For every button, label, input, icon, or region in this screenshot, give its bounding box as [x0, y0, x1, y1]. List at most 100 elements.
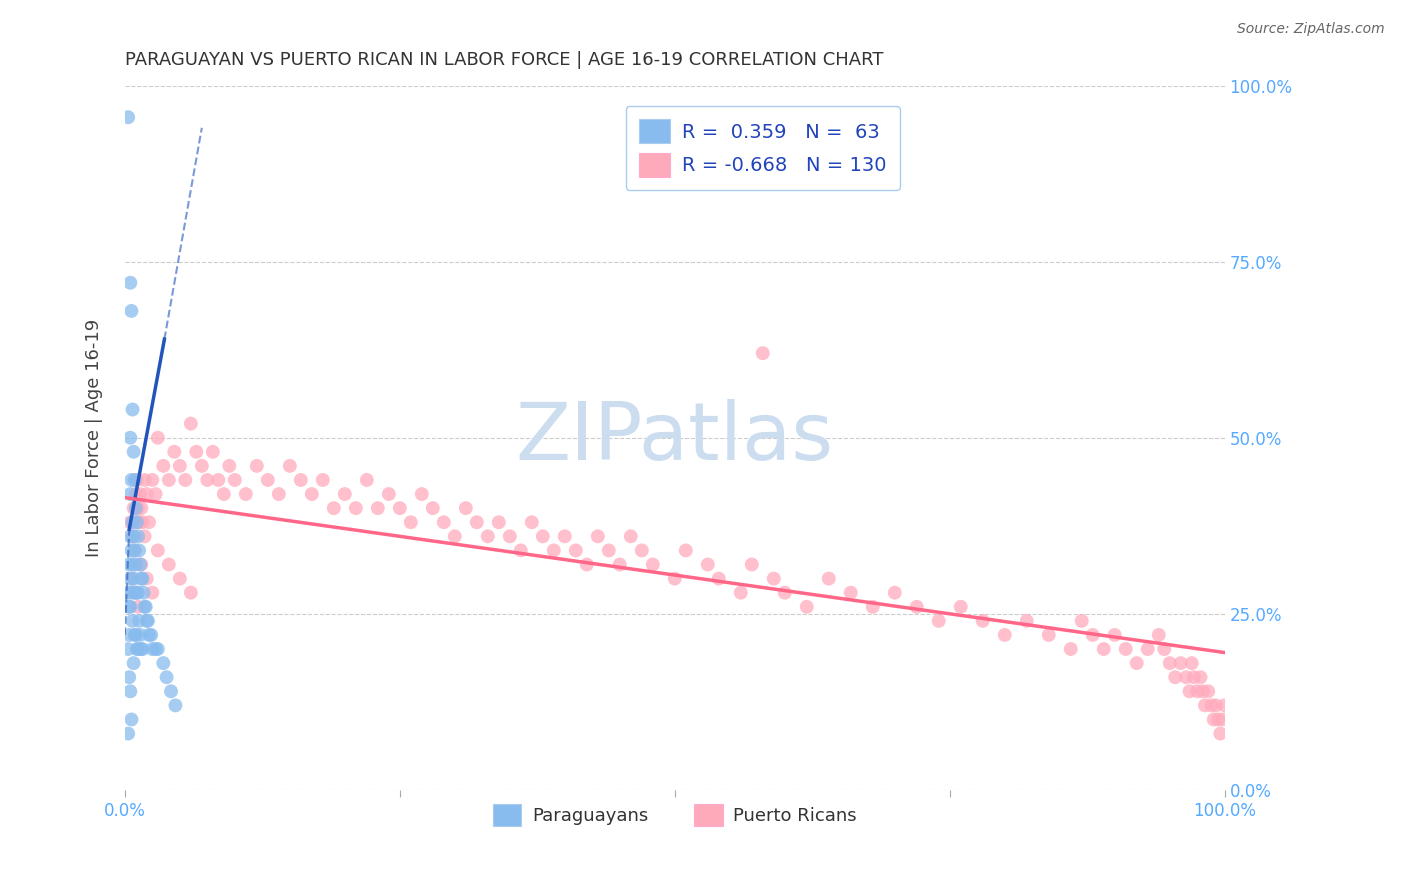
- Point: [465, 515, 488, 529]
- Point: [862, 599, 884, 614]
- Point: [1038, 628, 1060, 642]
- Point: [157, 473, 180, 487]
- Point: [730, 585, 752, 599]
- Point: [1015, 614, 1038, 628]
- Point: [131, 515, 153, 529]
- Point: [125, 628, 148, 642]
- Point: [1104, 628, 1126, 642]
- Point: [246, 458, 269, 473]
- Point: [124, 473, 146, 487]
- Point: [141, 585, 163, 599]
- Point: [157, 558, 180, 572]
- Point: [1191, 684, 1213, 698]
- Point: [124, 543, 146, 558]
- Point: [422, 501, 444, 516]
- Point: [180, 585, 202, 599]
- Point: [399, 515, 422, 529]
- Point: [125, 473, 148, 487]
- Point: [1181, 656, 1204, 670]
- Point: [180, 417, 202, 431]
- Point: [127, 642, 149, 657]
- Point: [128, 515, 150, 529]
- Point: [138, 515, 160, 529]
- Point: [141, 473, 163, 487]
- Point: [120, 572, 142, 586]
- Point: [509, 543, 531, 558]
- Point: [121, 572, 143, 586]
- Point: [125, 515, 148, 529]
- Point: [218, 458, 240, 473]
- Point: [145, 487, 167, 501]
- Point: [120, 599, 142, 614]
- Point: [117, 585, 139, 599]
- Point: [117, 642, 139, 657]
- Point: [125, 585, 148, 599]
- Point: [575, 558, 598, 572]
- Point: [839, 585, 862, 599]
- Point: [134, 599, 156, 614]
- Point: [127, 501, 149, 516]
- Point: [131, 642, 153, 657]
- Point: [136, 614, 159, 628]
- Point: [752, 346, 775, 360]
- Point: [117, 110, 139, 124]
- Point: [1212, 713, 1234, 727]
- Point: [477, 529, 499, 543]
- Point: [1178, 684, 1201, 698]
- Point: [186, 445, 208, 459]
- Point: [641, 558, 664, 572]
- Point: [630, 543, 652, 558]
- Point: [224, 473, 246, 487]
- Point: [135, 487, 157, 501]
- Point: [120, 529, 142, 543]
- Point: [121, 558, 143, 572]
- Point: [118, 599, 141, 614]
- Point: [378, 487, 401, 501]
- Point: [267, 487, 290, 501]
- Point: [125, 487, 148, 501]
- Point: [543, 543, 565, 558]
- Point: [145, 642, 167, 657]
- Point: [696, 558, 718, 572]
- Point: [165, 698, 187, 713]
- Point: [122, 529, 145, 543]
- Point: [121, 529, 143, 543]
- Point: [1201, 698, 1223, 713]
- Point: [131, 572, 153, 586]
- Point: [124, 628, 146, 642]
- Text: Source: ZipAtlas.com: Source: ZipAtlas.com: [1237, 22, 1385, 37]
- Point: [122, 445, 145, 459]
- Point: [290, 473, 312, 487]
- Point: [146, 431, 169, 445]
- Point: [124, 543, 146, 558]
- Point: [817, 572, 839, 586]
- Point: [120, 431, 142, 445]
- Point: [905, 599, 928, 614]
- Text: ZIPatlas: ZIPatlas: [516, 399, 834, 476]
- Point: [135, 572, 157, 586]
- Point: [127, 529, 149, 543]
- Point: [1206, 713, 1229, 727]
- Point: [609, 558, 631, 572]
- Point: [707, 572, 730, 586]
- Point: [134, 473, 156, 487]
- Point: [1205, 698, 1227, 713]
- Point: [356, 473, 378, 487]
- Point: [883, 585, 905, 599]
- Point: [664, 572, 686, 586]
- Point: [762, 572, 785, 586]
- Point: [146, 642, 169, 657]
- Point: [160, 684, 183, 698]
- Point: [163, 445, 186, 459]
- Point: [146, 543, 169, 558]
- Point: [129, 628, 152, 642]
- Point: [928, 614, 950, 628]
- Point: [152, 656, 174, 670]
- Point: [1202, 713, 1225, 727]
- Point: [598, 543, 620, 558]
- Point: [1197, 684, 1219, 698]
- Point: [1060, 642, 1083, 657]
- Point: [174, 473, 197, 487]
- Point: [256, 473, 278, 487]
- Point: [1092, 642, 1115, 657]
